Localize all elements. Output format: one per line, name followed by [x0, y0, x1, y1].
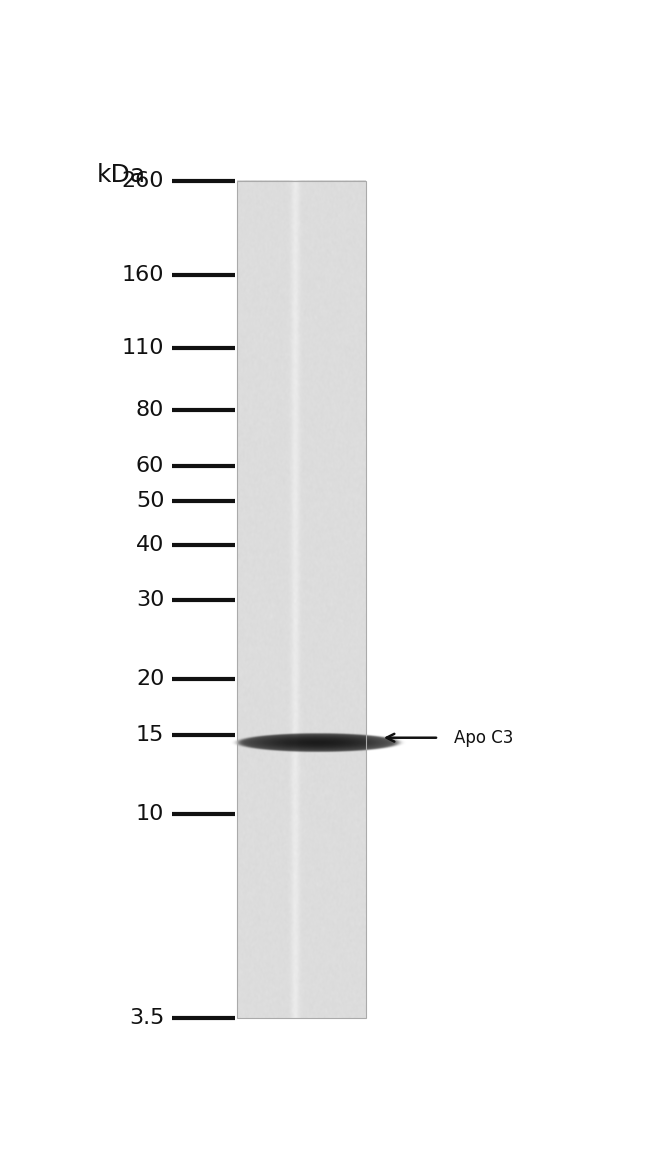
Text: 40: 40 [136, 534, 164, 554]
Text: 50: 50 [136, 491, 164, 511]
Text: 3.5: 3.5 [129, 1008, 164, 1028]
Text: kDa: kDa [96, 162, 146, 187]
Text: Apo C3: Apo C3 [454, 728, 514, 747]
Text: 60: 60 [136, 456, 164, 476]
Text: 15: 15 [136, 725, 164, 745]
Text: 20: 20 [136, 669, 164, 690]
Text: 30: 30 [136, 590, 164, 610]
Text: 80: 80 [136, 400, 164, 420]
Text: 260: 260 [122, 171, 164, 191]
Text: 10: 10 [136, 804, 164, 824]
Bar [237, 181, 366, 1018]
Text: 160: 160 [122, 265, 164, 285]
Text: 110: 110 [122, 338, 164, 358]
